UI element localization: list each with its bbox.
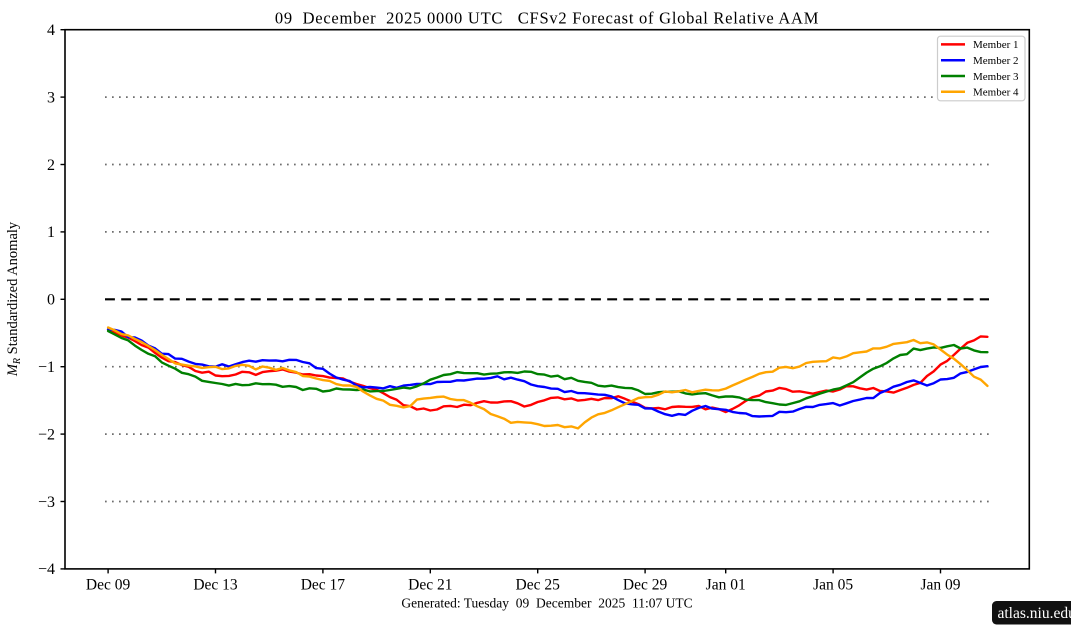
svg-text:Dec 09: Dec 09 (86, 577, 131, 594)
svg-text:−4: −4 (38, 561, 55, 578)
svg-text:0: 0 (47, 292, 55, 309)
svg-text:Dec 13: Dec 13 (193, 577, 238, 594)
svg-text:Dec 29: Dec 29 (623, 577, 668, 594)
svg-text:Jan 05: Jan 05 (813, 577, 853, 594)
svg-text:4: 4 (47, 22, 55, 39)
svg-text:Dec 17: Dec 17 (301, 577, 346, 594)
svg-text:Member 3: Member 3 (973, 71, 1019, 83)
svg-text:Dec 25: Dec 25 (516, 577, 561, 594)
svg-text:1: 1 (47, 224, 55, 241)
svg-text:−2: −2 (38, 426, 55, 443)
svg-text:−3: −3 (38, 494, 55, 511)
svg-text:09 December 2025 0000 UTC: 09 December 2025 0000 UTC CFSv2 Forecast… (275, 9, 819, 28)
svg-text:Jan 09: Jan 09 (920, 577, 960, 594)
svg-text:Generated: Tuesday 09 Decemb: Generated: Tuesday 09 December 2025 11:0… (401, 596, 692, 611)
svg-text:Jan 01: Jan 01 (706, 577, 746, 594)
svg-text:Member 2: Member 2 (973, 55, 1019, 67)
svg-text:atlas.niu.edu: atlas.niu.edu (998, 605, 1071, 622)
svg-text:Dec 21: Dec 21 (408, 577, 452, 594)
svg-text:Member 1: Member 1 (973, 39, 1019, 51)
svg-text:−1: −1 (38, 359, 55, 376)
svg-text:Member 4: Member 4 (973, 87, 1019, 99)
svg-text:2: 2 (47, 157, 55, 174)
svg-text:MR Standardized Anomaly: MR Standardized Anomaly (5, 221, 23, 377)
svg-text:3: 3 (47, 89, 55, 106)
